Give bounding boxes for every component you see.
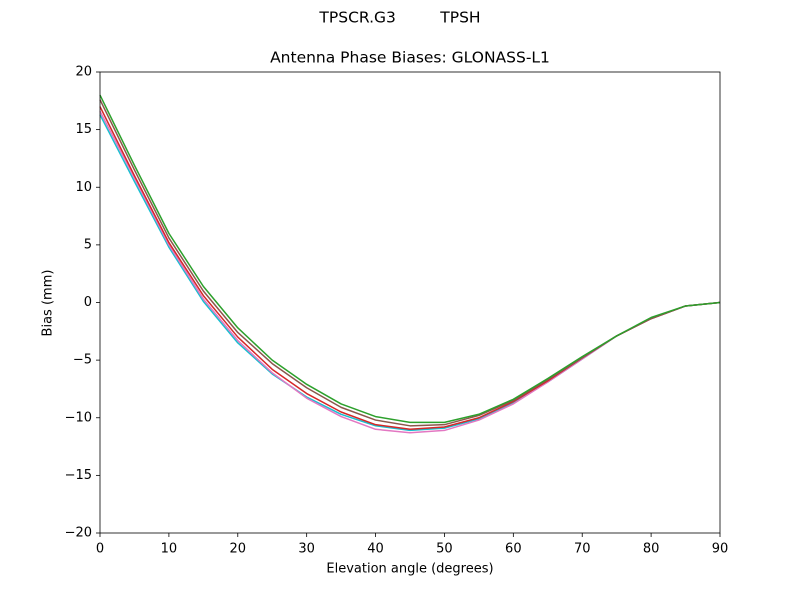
x-tick-label: 0 [96, 542, 104, 557]
y-tick-label: 15 [75, 122, 92, 137]
y-tick-label: 10 [75, 180, 92, 195]
x-tick-label: 40 [367, 542, 384, 557]
x-tick-label: 90 [712, 542, 729, 557]
chart-title: Antenna Phase Biases: GLONASS-L1 [270, 49, 550, 67]
x-tick-label: 30 [298, 542, 315, 557]
series-line [99, 94, 721, 424]
x-tick-label: 80 [643, 542, 660, 557]
x-tick-label: 20 [230, 542, 247, 557]
series-line [99, 114, 721, 432]
plot-frame [99, 71, 721, 534]
y-tick-label: −5 [73, 353, 92, 368]
series-line [99, 99, 721, 427]
y-tick-label: 5 [84, 237, 92, 252]
x-axis-label: Elevation angle (degrees) [326, 562, 493, 577]
suptitle: TPSCR.G3 TPSH [318, 9, 480, 27]
y-axis-label: Bias (mm) [41, 270, 56, 337]
y-tick-label: −15 [65, 468, 92, 483]
x-tick-label: 10 [161, 542, 178, 557]
x-tick-label: 50 [436, 542, 453, 557]
series-line [99, 106, 721, 431]
y-tick-label: 0 [84, 295, 92, 310]
y-tick-label: −10 [65, 410, 92, 425]
y-tick-label: −20 [65, 526, 92, 541]
y-tick-label: 20 [75, 65, 92, 80]
series-line [99, 110, 721, 434]
x-tick-label: 60 [505, 542, 522, 557]
x-tick-label: 70 [574, 542, 591, 557]
